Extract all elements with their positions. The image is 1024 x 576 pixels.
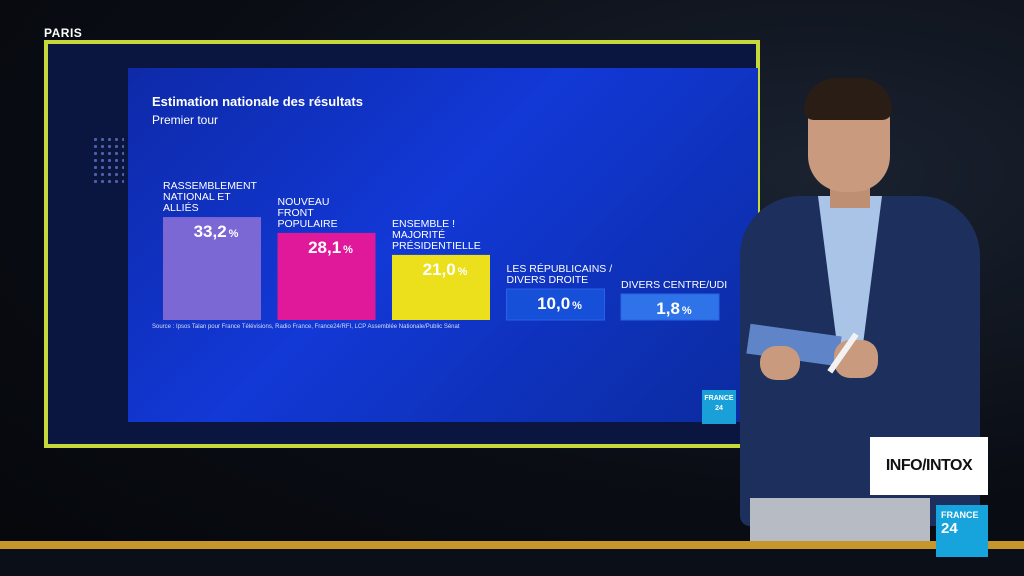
screen-logo-line2: 24	[715, 405, 723, 412]
floor	[0, 549, 1024, 576]
bar-3	[506, 288, 605, 321]
chart-source: Source : Ipsos Talan pour France Télévis…	[152, 324, 460, 330]
screen-france24-logo: FRANCE 24	[702, 390, 736, 424]
bar-2	[392, 254, 490, 320]
value-label-2: 21,0%	[423, 260, 468, 279]
chart-subtitle: Premier tour	[152, 113, 219, 127]
chart-title: Estimation nationale des résultats	[152, 94, 363, 109]
presenter-hair	[804, 78, 892, 120]
bar-4	[620, 293, 720, 321]
value-label-1: 28,1%	[308, 238, 353, 257]
presenter-left-hand	[760, 346, 800, 380]
presenter	[730, 78, 990, 576]
category-label-3: LES RÉPUBLICAINS / DIVERS DROITE	[507, 262, 613, 286]
logo-line1: FRANCE	[941, 510, 979, 520]
category-label-2: ENSEMBLE ! MAJORITÉ PRÉSIDENTIELLE	[392, 218, 481, 252]
floor-strip	[0, 541, 1024, 549]
screen-logo-line1: FRANCE	[704, 395, 734, 402]
value-label-4: 1,8%	[656, 299, 692, 318]
value-label-0: 33,2%	[194, 222, 239, 241]
hexagon-pattern-icon	[92, 136, 124, 186]
bar-0	[163, 217, 261, 320]
category-label-1: NOUVEAU FRONT POPULAIRE	[278, 196, 338, 230]
category-label-0: RASSEMBLEMENT NATIONAL ET ALLIÉS	[163, 180, 258, 214]
show-label: INFO/INTOX	[870, 437, 988, 495]
location-label: PARIS	[44, 26, 83, 40]
value-label-3: 10,0%	[537, 294, 582, 313]
category-label-4: DIVERS CENTRE/UDI	[621, 279, 727, 291]
bar-1	[277, 232, 376, 320]
france24-logo-icon: FRANCE 24	[936, 505, 988, 557]
logo-line2: 24	[941, 520, 958, 537]
